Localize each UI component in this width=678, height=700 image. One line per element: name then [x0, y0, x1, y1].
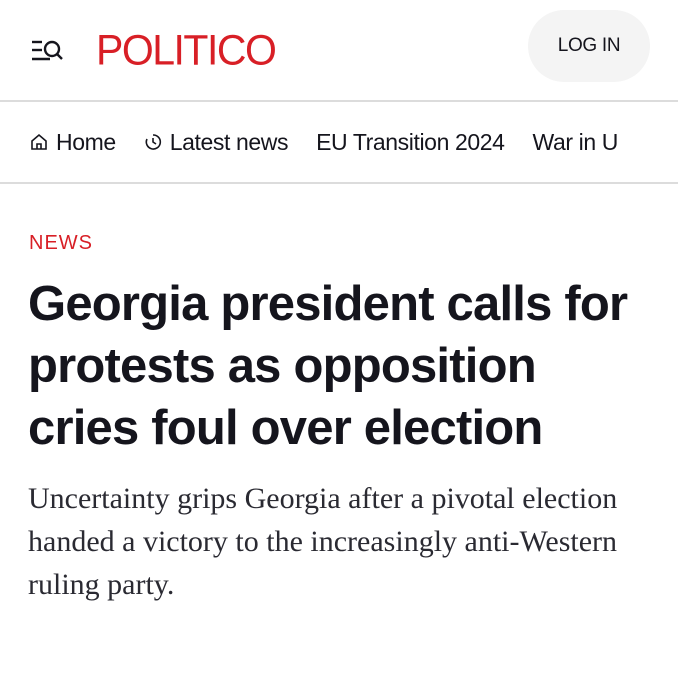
nav-item-home[interactable]: Home	[30, 129, 116, 156]
login-button[interactable]: LOG IN	[528, 10, 650, 82]
nav-item-war-in-ukraine[interactable]: War in U	[532, 128, 619, 156]
menu-search-button[interactable]	[30, 35, 66, 65]
nav-label: EU Transition 2024	[316, 128, 505, 155]
site-header: POLITICO LOG IN	[0, 0, 678, 102]
article-kicker[interactable]: NEWS	[29, 232, 93, 254]
article-dek: Uncertainty grips Georgia after a pivota…	[28, 482, 618, 601]
home-icon	[31, 133, 47, 150]
nav-label: War in U	[532, 128, 619, 155]
menu-search-icon	[32, 40, 63, 61]
nav-label: Latest news	[169, 128, 289, 155]
clock-icon	[145, 134, 161, 150]
article-headline: Georgia president calls for protests as …	[28, 277, 628, 455]
nav-fade	[648, 102, 678, 182]
politico-logo[interactable]: POLITICO	[96, 25, 277, 74]
nav-item-eu-transition[interactable]: EU Transition 2024	[316, 128, 505, 156]
section-nav: Home Latest news EU Transition 2024 War …	[0, 102, 678, 184]
nav-label: Home	[56, 128, 116, 155]
nav-item-latest-news[interactable]: Latest news	[144, 128, 289, 156]
